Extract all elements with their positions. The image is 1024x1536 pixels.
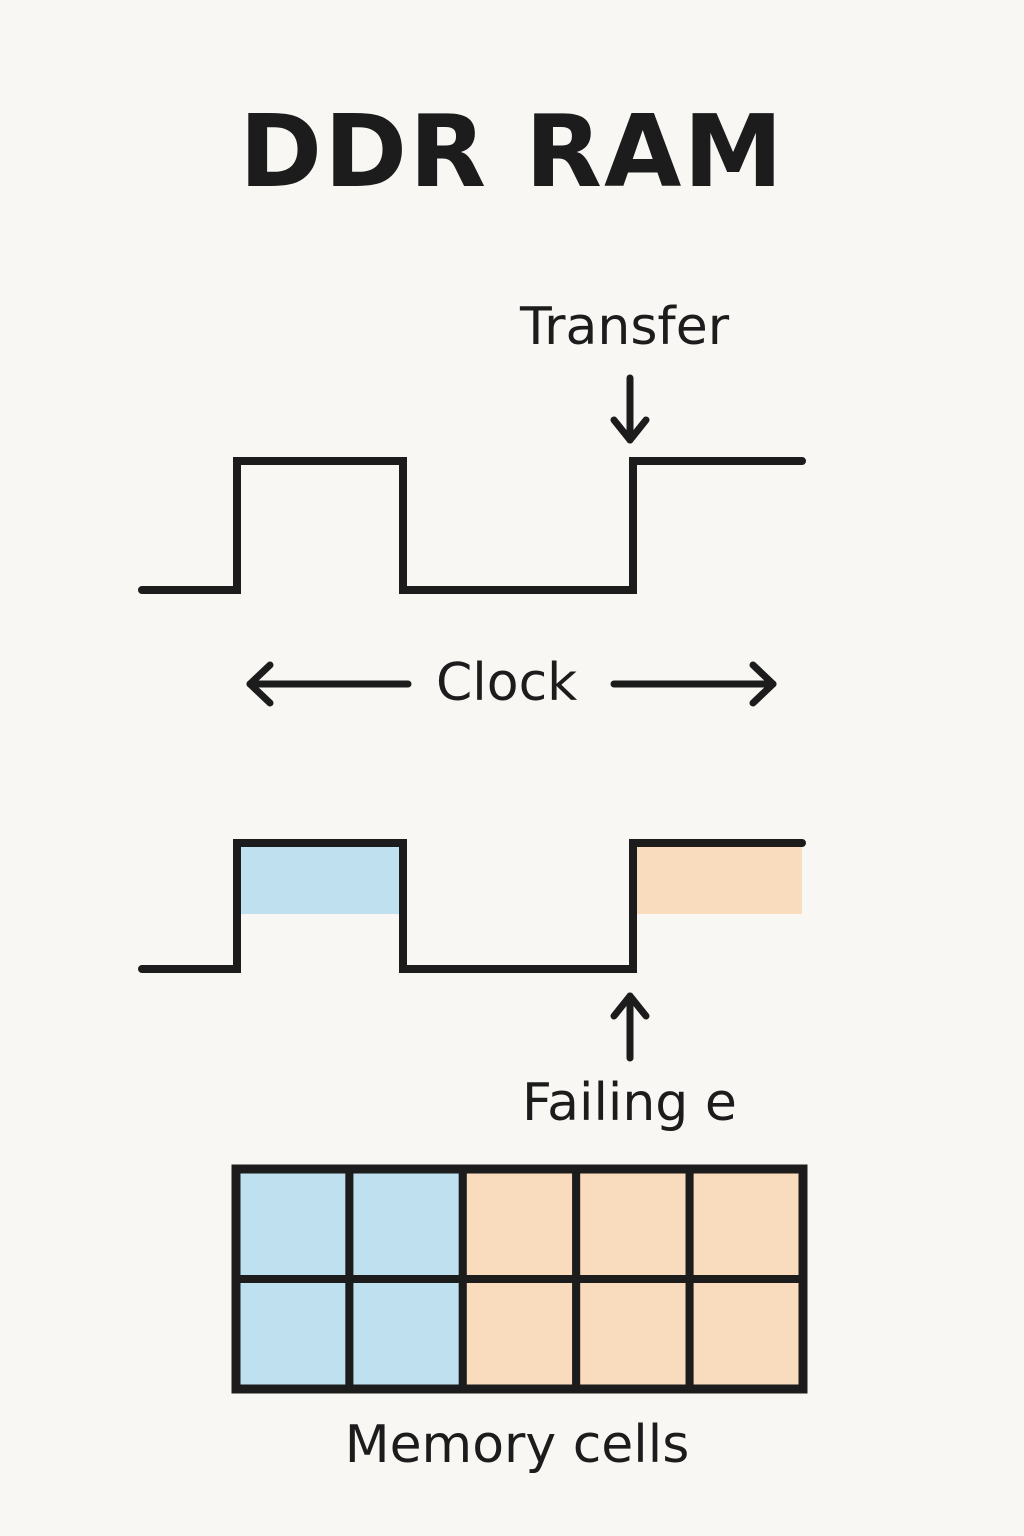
memory-cell-blue [345, 1165, 467, 1283]
memory-cell-orange [458, 1275, 581, 1393]
memory-grid-outline [231, 1164, 808, 1394]
clock-label: Clock [436, 653, 578, 713]
clock-period-left-arrow-icon [246, 661, 412, 707]
memory-cells-grid [231, 1164, 808, 1394]
clock-waveform [138, 457, 806, 594]
falling-edge-arrow-icon [610, 992, 650, 1062]
data-waveform [138, 839, 806, 973]
falling-edge-label: Failing e [522, 1073, 737, 1133]
falling-edge-transfer-fill [636, 846, 802, 914]
rising-edge-transfer-fill [240, 846, 400, 914]
memory-cell-blue [232, 1165, 354, 1283]
transfer-arrow-icon [610, 374, 650, 444]
clock-period-right-arrow-icon [610, 661, 777, 707]
memory-cell-orange [572, 1165, 694, 1283]
transfer-label: Transfer [520, 297, 730, 357]
memory-cell-orange [572, 1275, 694, 1393]
diagram-title: DDR RAM [239, 93, 785, 210]
memory-cell-orange [685, 1165, 807, 1283]
memory-cells-label: Memory cells [344, 1415, 690, 1475]
memory-cell-orange [685, 1275, 807, 1393]
memory-cell-blue [345, 1275, 467, 1393]
memory-cell-orange [458, 1165, 581, 1283]
memory-cell-blue [232, 1275, 354, 1393]
